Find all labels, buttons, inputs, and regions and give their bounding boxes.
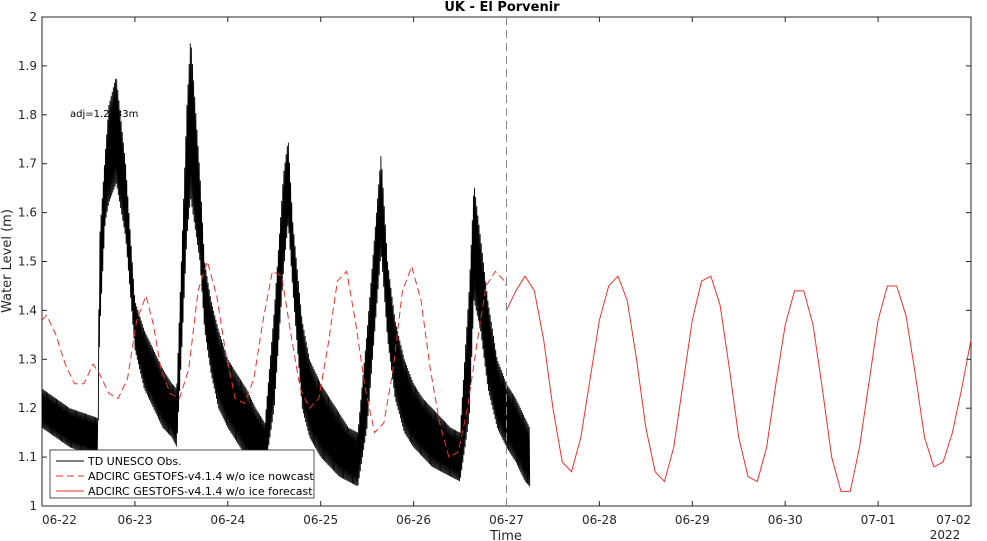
y-tick-label: 1.3 (18, 352, 37, 366)
series-observed-line (41, 43, 531, 487)
y-tick-label: 1.1 (18, 450, 37, 464)
x-tick-label: 06-24 (210, 513, 245, 527)
x-tick-label: 06-25 (303, 513, 338, 527)
legend-entry-label: TD UNESCO Obs. (87, 455, 182, 468)
x-tick-label: 06-29 (675, 513, 710, 527)
datum-adjustment-note: adj=1.2233m (70, 109, 138, 120)
x-tick-label: 06-22 (42, 513, 77, 527)
x-tick-label: 07-02 (936, 513, 971, 527)
x-tick-label: 06-28 (582, 513, 617, 527)
x-axis: 06-22 06-23 06-24 06-25 06-26 06-27 06-28 06-29… (41, 17, 972, 527)
chart-title: UK - El Porvenir (444, 0, 560, 15)
year-label: 2022 (930, 528, 961, 541)
series-nowcast-line (41, 259, 507, 458)
y-tick-label: 1.6 (18, 206, 37, 220)
x-tick-label: 06-23 (117, 513, 152, 527)
legend-entry-label: ADCIRC GESTOFS-v4.1.4 w/o ice nowcast (88, 470, 314, 483)
y-tick-label: 1.2 (18, 401, 37, 415)
y-axis-title: Water Level (m) (0, 209, 15, 313)
y-tick-label: 1.7 (18, 157, 37, 171)
y-tick-label: 1.9 (18, 59, 37, 73)
y-tick-label: 2 (29, 10, 37, 24)
y-tick-label: 1.8 (18, 108, 37, 122)
series-layer (41, 43, 972, 492)
y-tick-label: 1.5 (18, 255, 37, 269)
legend-entry-label: ADCIRC GESTOFS-v4.1.4 w/o ice forecast (88, 485, 313, 498)
y-axis: 1 1.1 1.2 1.3 1.4 1.5 1.6 1.7 1.8 1.9 2 (18, 10, 971, 513)
x-tick-label: 06-27 (489, 513, 524, 527)
legend: TD UNESCO Obs. ADCIRC GESTOFS-v4.1.4 w/o … (49, 449, 315, 499)
legend-box (49, 449, 315, 499)
y-tick-label: 1 (29, 499, 37, 513)
x-tick-label: 07-01 (861, 513, 896, 527)
x-axis-title: Time (489, 529, 522, 541)
y-tick-label: 1.4 (18, 303, 37, 317)
series-forecast-line (506, 275, 972, 492)
x-tick-label: 06-26 (396, 513, 431, 527)
x-tick-label: 06-30 (768, 513, 803, 527)
